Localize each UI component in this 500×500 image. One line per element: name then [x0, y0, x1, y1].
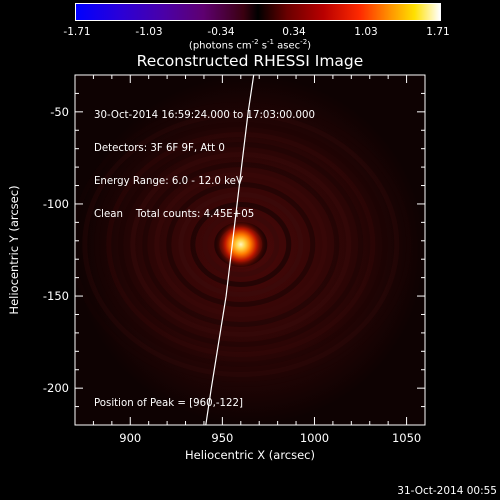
colorbar-tick: -1.71 [63, 26, 91, 38]
annotation-block: 30-Oct-2014 16:59:24.000 to 17:03:00.000… [94, 88, 315, 231]
fringe-ring [142, 161, 340, 327]
y-tick-label: -50 [50, 105, 69, 119]
colorbar-tick: 1.71 [426, 26, 450, 38]
fringe-ring [178, 191, 304, 297]
colorbar-tick: 0.34 [282, 26, 306, 38]
colorbar-tick: -1.03 [135, 26, 163, 38]
colorbar-unit: (photons cm-2 s-1 asec-2) [188, 38, 312, 52]
fringe-ring [106, 131, 376, 357]
x-tick-label: 950 [211, 431, 233, 445]
peak-source [214, 218, 267, 271]
annotation-counts: Clean Total counts: 4.45E+05 [94, 209, 255, 220]
fringe-ring [202, 211, 280, 277]
timestamp-footer: 31-Oct-2014 00:55 [397, 485, 497, 497]
fringe-ring [75, 102, 412, 387]
fringe-ring [130, 151, 352, 337]
x-tick-label: 900 [119, 431, 141, 445]
solar-limb-line [205, 75, 255, 425]
fringe-ring [118, 141, 364, 347]
colorbar-tick: 1.03 [354, 26, 378, 38]
colorbar [75, 3, 441, 21]
y-tick-label: -150 [43, 289, 69, 303]
annotation-energy: Energy Range: 6.0 - 12.0 keV [94, 176, 243, 187]
colorbar-tick: -0.34 [207, 26, 235, 38]
y-tick-label: -100 [43, 197, 69, 211]
colorbar-ticks: -1.71 -1.03 -0.34 0.34 1.03 1.71 [0, 0, 500, 40]
chart-title: Reconstructed RHESSI Image [136, 52, 364, 70]
annotation-time: 30-Oct-2014 16:59:24.000 to 17:03:00.000 [94, 110, 315, 121]
x-axis-title: Heliocentric X (arcsec) [185, 448, 315, 462]
y-axis-title: Heliocentric Y (arcsec) [7, 185, 21, 315]
y-tick-label: -200 [43, 381, 69, 395]
peak-position-label: Position of Peak = [960,-122] [94, 398, 243, 409]
fringe-ring [166, 181, 316, 307]
fringe-ring [94, 121, 388, 367]
annotation-detectors: Detectors: 3F 6F 9F, Att 0 [94, 143, 225, 154]
plot-frame [74, 74, 426, 426]
x-tick-label: 1000 [300, 431, 329, 445]
fringe-ring [190, 201, 292, 287]
x-tick-label: 1050 [392, 431, 421, 445]
fringe-ring [82, 111, 400, 377]
